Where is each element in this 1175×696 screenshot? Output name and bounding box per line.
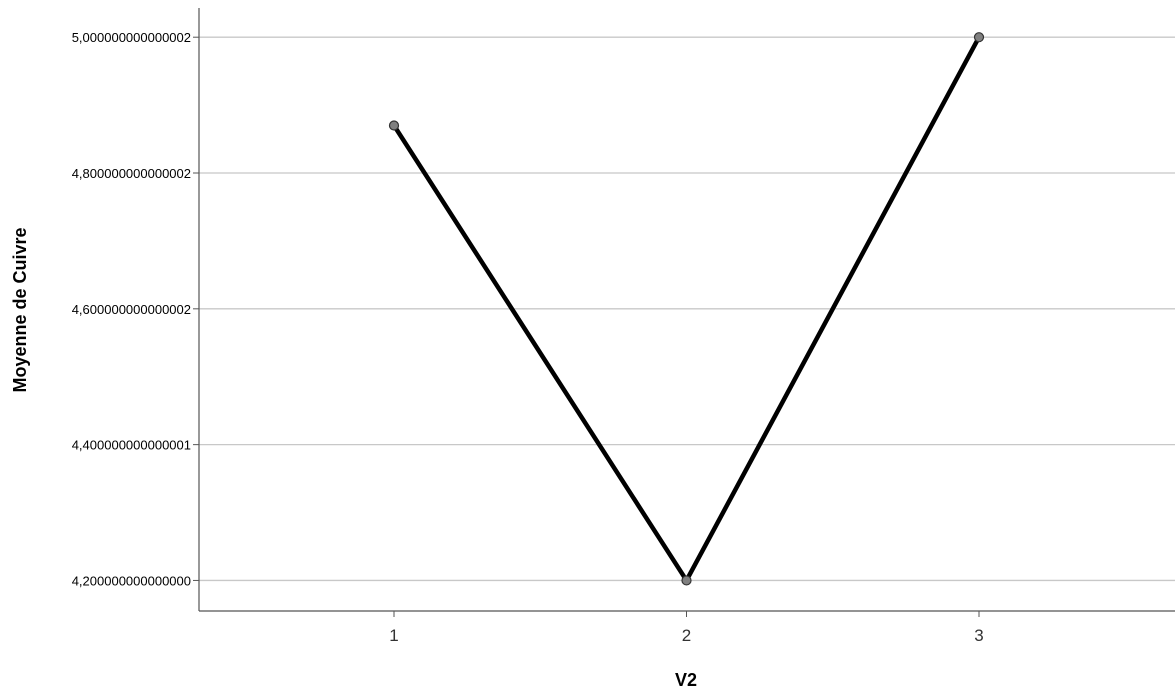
x-tick-labels: 1 2 3 — [389, 626, 983, 645]
data-point — [388, 120, 400, 131]
y-tick-label: 5,000000000000002 — [72, 30, 191, 45]
series — [388, 32, 985, 586]
gridlines — [199, 36, 1175, 582]
axes — [193, 8, 1175, 617]
x-tick-label: 3 — [974, 626, 983, 645]
y-tick-label: 4,800000000000002 — [72, 166, 191, 181]
x-axis-title: V2 — [675, 670, 697, 690]
y-tick-labels: 5,000000000000002 4,800000000000002 4,6000… — [72, 30, 191, 588]
y-tick-label: 4,400000000000001 — [72, 438, 191, 453]
x-tick-label: 1 — [389, 626, 398, 645]
y-axis-title: Moyenne de Cuivre — [10, 227, 30, 392]
data-point — [681, 575, 692, 586]
y-tick-label: 4,200000000000000 — [72, 573, 191, 588]
y-tick-label: 4,600000000000002 — [72, 302, 191, 317]
x-tick-label: 2 — [682, 626, 691, 645]
data-point — [973, 32, 985, 43]
